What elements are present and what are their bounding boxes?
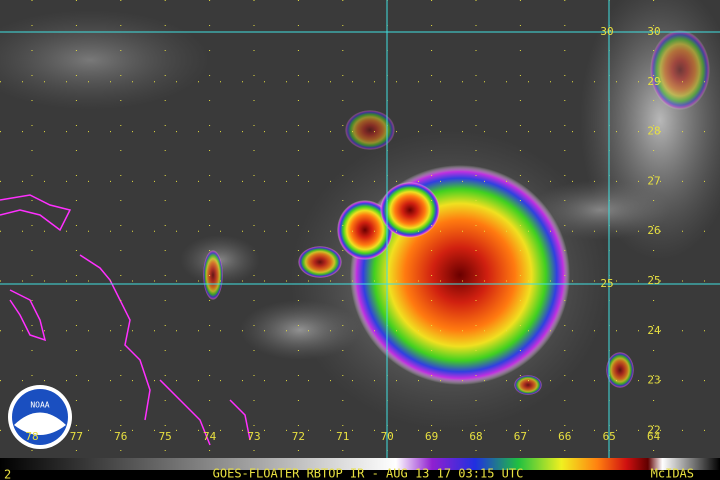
latitude-label: 26	[647, 224, 660, 237]
longitude-label: 70	[381, 430, 394, 443]
longitude-label: 78	[25, 430, 38, 443]
longitude-label: 73	[247, 430, 260, 443]
latitude-label: 29	[647, 75, 660, 88]
latitude-label: 22	[647, 423, 660, 436]
latitude-label: 28	[647, 125, 660, 138]
storm	[203, 30, 710, 395]
longitude-label: 68	[469, 430, 482, 443]
logo-text: NOAA	[30, 401, 49, 410]
longitude-label: 64	[647, 430, 661, 443]
frame-number: 2	[4, 468, 11, 480]
coastlines	[0, 194, 251, 446]
graticule	[0, 0, 720, 458]
longitude-label: 72	[292, 430, 305, 443]
grid-label: 25	[600, 277, 613, 290]
footer-bar	[0, 470, 720, 480]
longitude-label: 67	[514, 430, 527, 443]
latitude-label: 23	[647, 374, 660, 387]
grid-label: 30	[600, 25, 613, 38]
latitude-label: 24	[647, 324, 661, 337]
latitude-label: 30	[647, 25, 660, 38]
noaa-logo: NOAA	[8, 385, 72, 449]
longitude-label: 66	[558, 430, 571, 443]
longitude-label: 65	[603, 430, 616, 443]
software: McIDAS	[651, 467, 694, 480]
latitude-label: 25	[647, 274, 660, 287]
longitude-label: 77	[70, 430, 83, 443]
longitude-label: 75	[159, 430, 172, 443]
caption: GOES-FLOATER RBTOP IR - AUG 13 17 03:15 …	[213, 467, 524, 480]
longitude-label: 71	[336, 430, 349, 443]
color-bar	[0, 458, 720, 470]
longitude-label: 74	[203, 430, 217, 443]
longitude-label: 69	[425, 430, 438, 443]
latitude-label: 27	[647, 174, 660, 187]
longitude-label: 76	[114, 430, 127, 443]
